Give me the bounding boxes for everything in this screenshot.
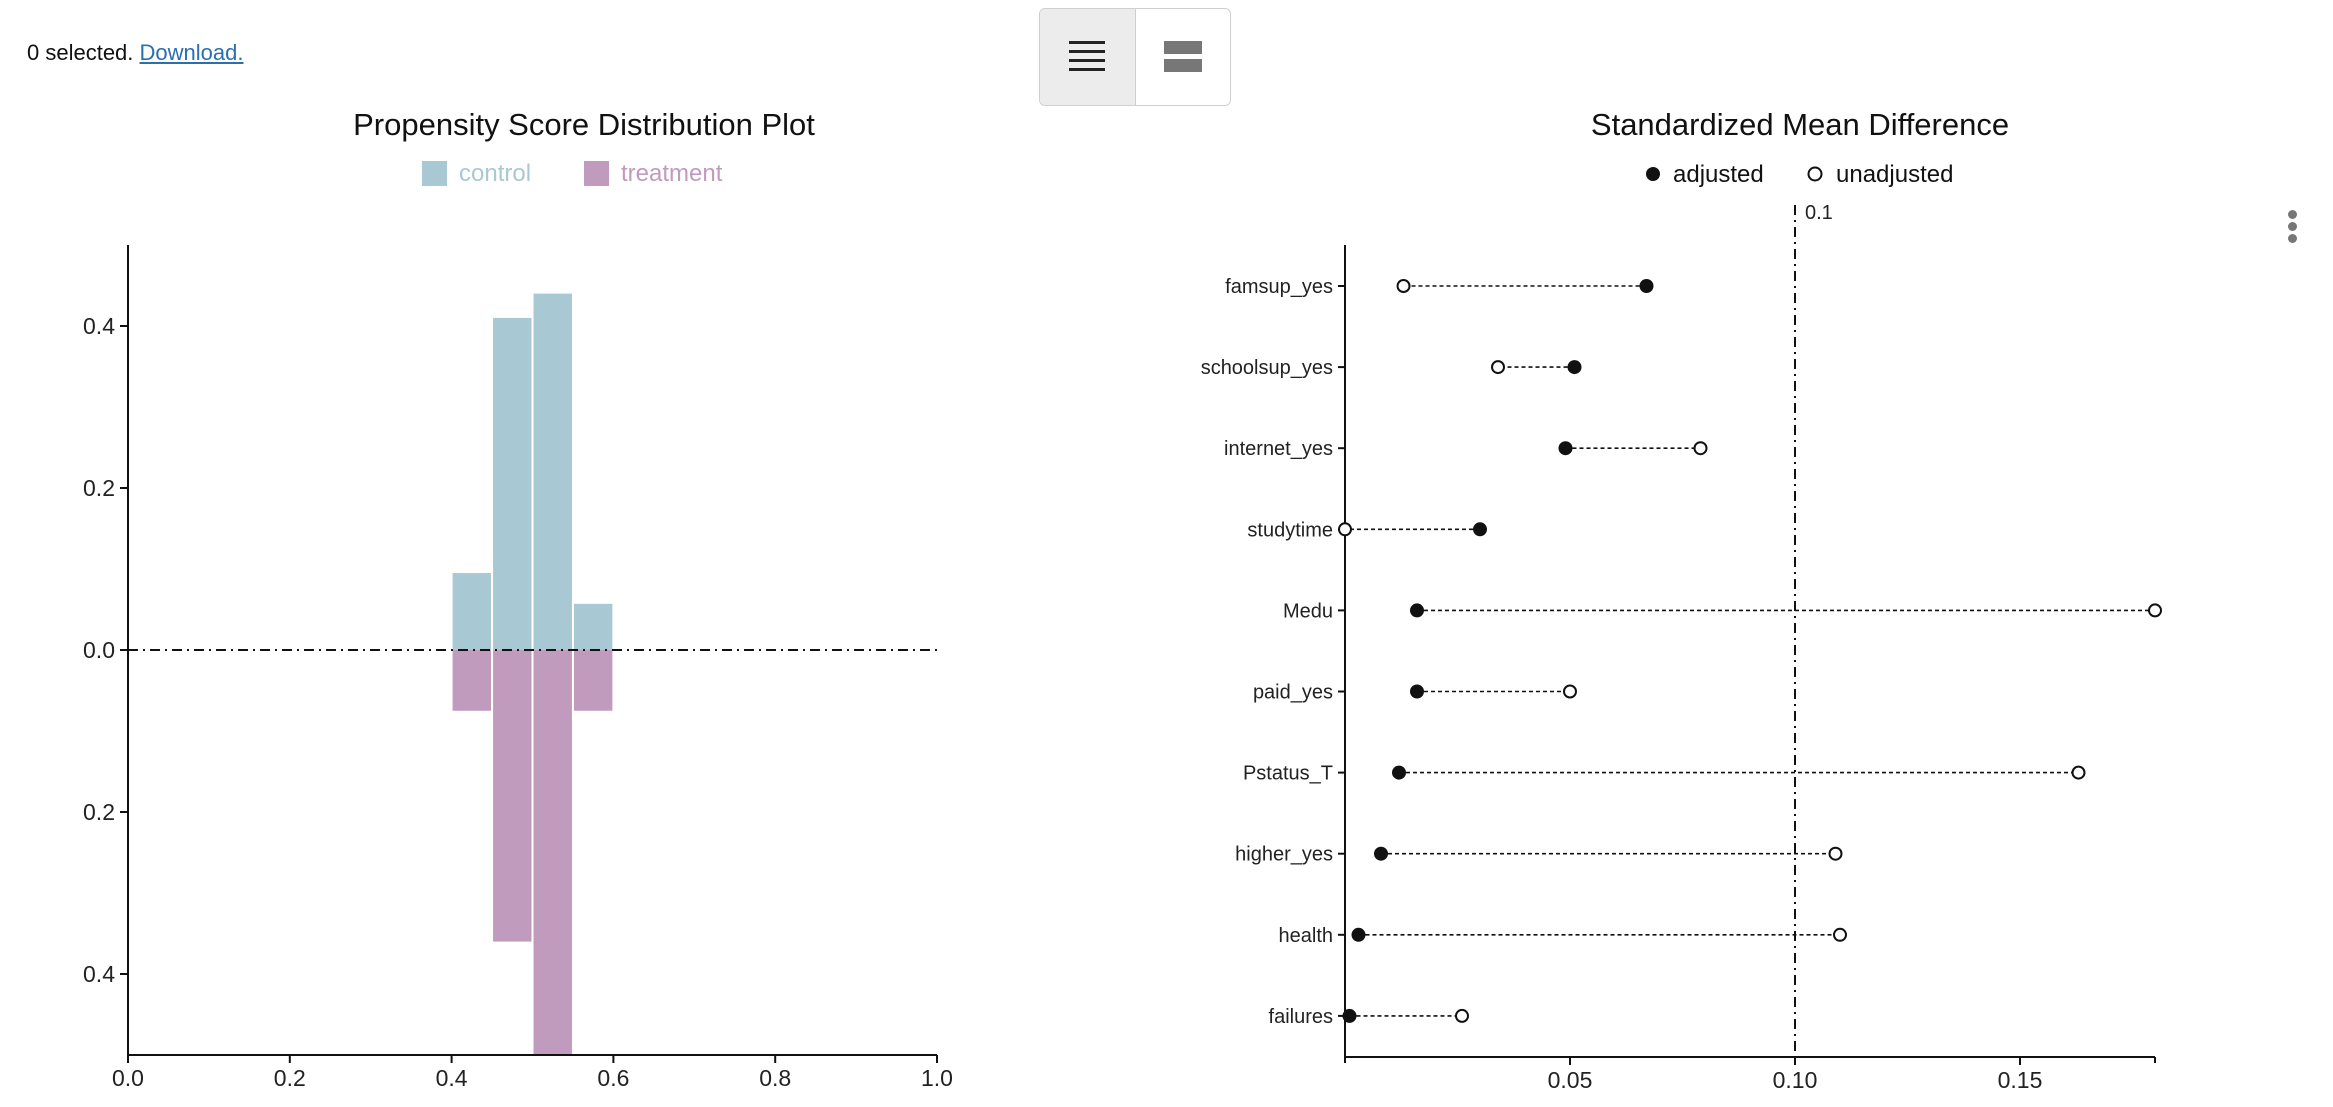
view-toggle [1039,8,1231,106]
bar-treatment-3 [573,650,613,711]
covariate-label: studytime [1247,519,1333,541]
propensity-title: Propensity Score Distribution Plot [353,107,815,142]
legend-swatch-control [422,161,447,186]
bar-control-0 [452,573,492,650]
more-vertical-icon[interactable] [2285,210,2299,250]
covariate-label: paid_yes [1253,682,1333,704]
legend-swatch-treatment [584,161,609,186]
propensity-y-tick-label: 0.4 [83,961,115,987]
covariate-label: higher_yes [1235,844,1333,866]
propensity-x-tick-label: 0.4 [436,1065,468,1091]
bar-treatment-2 [533,650,572,1055]
point-unadjusted [1396,279,1411,293]
legend-label-treatment: treatment [621,160,723,187]
covariate-label: Medu [1283,600,1333,622]
propensity-x-tick-label: 0.2 [274,1065,306,1091]
stacked-view-icon [1163,41,1202,72]
threshold-label: 0.1 [1805,202,1833,224]
smd-title: Standardized Mean Difference [1591,107,2009,142]
stacked-view-button[interactable] [1136,9,1231,105]
covariate-label: schoolsup_yes [1201,357,1333,379]
point-unadjusted [2071,765,2086,780]
covariate-label: internet_yes [1224,438,1333,460]
bar-control-1 [493,317,532,650]
list-view-button[interactable] [1040,9,1136,105]
propensity-chart: Propensity Score Distribution Plot contro… [83,107,953,1091]
legend-label-control: control [459,160,531,187]
point-adjusted [1342,1008,1357,1023]
point-unadjusted [1455,1008,1469,1023]
bar-treatment-0 [452,650,492,711]
propensity-y-tick-label: 0.2 [83,799,115,825]
point-adjusted [1392,765,1406,780]
smd-x-tick-label: 0.05 [1548,1067,1593,1093]
point-adjusted [1473,522,1487,537]
point-unadjusted [2148,603,2162,618]
propensity-x-tick-label: 1.0 [921,1065,953,1091]
point-adjusted [1351,927,1366,942]
point-unadjusted [1338,522,1352,537]
covariate-label: Pstatus_T [1243,763,1333,785]
smd-x-tick-label: 0.15 [1998,1067,2043,1093]
point-adjusted [1558,441,1573,456]
propensity-x-tick-label: 0.0 [112,1065,144,1091]
point-unadjusted [1693,441,1708,456]
point-adjusted [1374,846,1388,861]
download-link[interactable]: Download. [139,40,244,65]
legend-label-unadjusted: unadjusted [1836,161,1953,188]
point-adjusted [1567,360,1582,375]
covariate-label: health [1279,925,1334,947]
point-adjusted [1639,279,1654,293]
propensity-y-tick-label: 0.0 [83,637,115,663]
propensity-y-tick-label: 0.2 [83,475,115,501]
covariate-label: failures [1269,1006,1333,1028]
list-view-icon [1069,41,1106,71]
bar-control-2 [533,293,572,650]
covariate-label: famsup_yes [1225,276,1333,298]
point-unadjusted [1491,360,1505,375]
smd-chart: Standardized Mean Difference adjusted unad… [1201,107,2162,1093]
point-unadjusted [1828,846,1843,861]
point-unadjusted [1563,684,1577,699]
bar-treatment-1 [493,650,532,942]
bar-control-3 [573,603,613,650]
point-adjusted [1410,684,1424,699]
propensity-x-tick-label: 0.8 [759,1065,791,1091]
selection-status: 0 selected. Download. [27,40,243,66]
legend-marker-adjusted [1646,167,1660,181]
propensity-x-tick-label: 0.6 [597,1065,629,1091]
point-unadjusted [1833,927,1847,942]
selected-count: 0 selected. [27,40,134,65]
point-adjusted [1410,603,1424,618]
legend-label-adjusted: adjusted [1673,161,1764,188]
smd-x-tick-label: 0.10 [1773,1067,1818,1093]
propensity-y-tick-label: 0.4 [83,313,115,339]
legend-marker-unadjusted [1807,166,1823,182]
